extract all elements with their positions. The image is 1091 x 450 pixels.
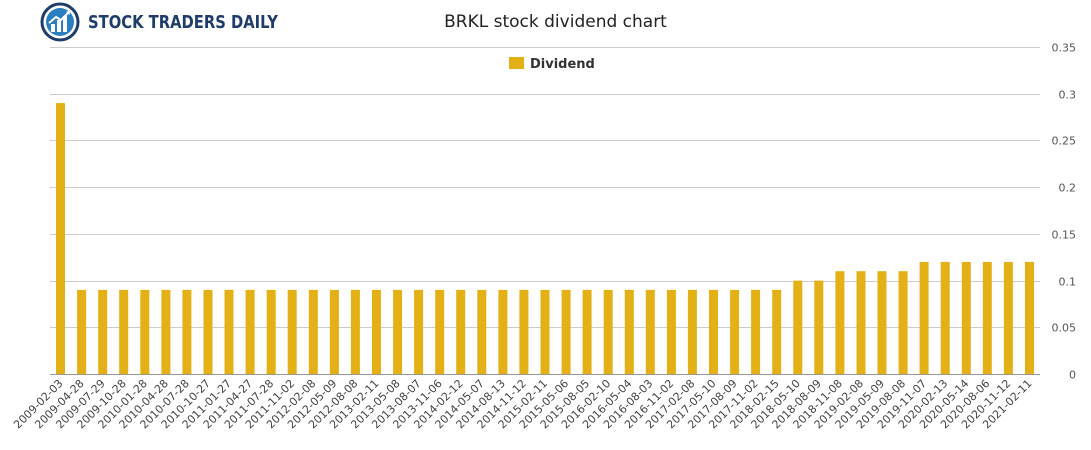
y-tick-label: 0.05 — [1052, 322, 1077, 335]
dividend-bar — [182, 289, 192, 374]
dividend-bar — [835, 271, 845, 374]
dividend-bar — [772, 289, 782, 374]
dividend-bar — [940, 261, 950, 374]
dividend-bar — [814, 280, 824, 374]
dividend-bar — [540, 289, 550, 374]
dividend-bar — [709, 289, 718, 374]
dividend-bar — [287, 289, 297, 374]
dividend-bar — [877, 271, 887, 374]
y-tick-label: 0.3 — [1059, 89, 1077, 102]
brand-name: STOCK TRADERS DAILY — [88, 11, 278, 33]
dividend-bar — [161, 289, 171, 374]
dividend-bar — [498, 289, 508, 374]
dividend-bar — [519, 289, 529, 374]
dividend-bar — [898, 271, 908, 374]
dividend-bar — [561, 289, 571, 374]
dividend-bar — [582, 289, 592, 374]
dividend-bar — [666, 289, 676, 374]
dividend-bar — [308, 289, 318, 374]
dividend-bar — [477, 289, 487, 374]
legend-swatch — [509, 57, 524, 69]
y-tick-label: 0.1 — [1059, 276, 1077, 289]
dividend-bar — [751, 289, 761, 374]
dividend-bar — [730, 289, 740, 374]
dividend-bar — [393, 289, 403, 374]
dividend-bar — [1025, 261, 1034, 374]
logo-emblem-icon — [40, 2, 80, 42]
dividend-bar — [224, 289, 234, 374]
y-tick-label: 0.15 — [1052, 229, 1077, 242]
y-tick-label: 0.2 — [1059, 182, 1077, 195]
dividend-bar — [856, 271, 866, 374]
dividend-bar — [119, 289, 129, 374]
dividend-bar — [645, 289, 655, 374]
dividend-bar — [624, 289, 634, 374]
dividend-bar — [1003, 261, 1013, 374]
chart-title: BRKL stock dividend chart — [444, 12, 667, 32]
dividend-bar — [961, 261, 971, 374]
y-tick-label: 0.25 — [1052, 135, 1077, 148]
legend-label: Dividend — [530, 57, 595, 72]
dividend-bar — [372, 289, 381, 374]
y-tick-label: 0 — [1069, 369, 1076, 382]
dividend-bar — [140, 289, 150, 374]
dividend-bar — [982, 261, 992, 374]
dividend-bar — [456, 289, 466, 374]
dividend-bar — [98, 289, 108, 374]
dividend-bar — [203, 289, 213, 374]
dividend-bar — [56, 103, 65, 374]
dividend-bar — [245, 289, 255, 374]
dividend-bar — [919, 261, 929, 374]
dividend-bar — [687, 289, 697, 374]
y-tick-label: 0.35 — [1052, 42, 1077, 55]
dividend-bar — [793, 280, 803, 374]
brand-logo: STOCK TRADERS DAILY — [40, 2, 320, 42]
dividend-bar — [266, 289, 276, 374]
dividend-bar — [350, 289, 360, 374]
dividend-bar — [329, 289, 339, 374]
dividend-bar — [414, 289, 424, 374]
dividend-bar — [603, 289, 613, 374]
dividend-bar — [77, 289, 87, 374]
dividend-bar — [435, 289, 445, 374]
